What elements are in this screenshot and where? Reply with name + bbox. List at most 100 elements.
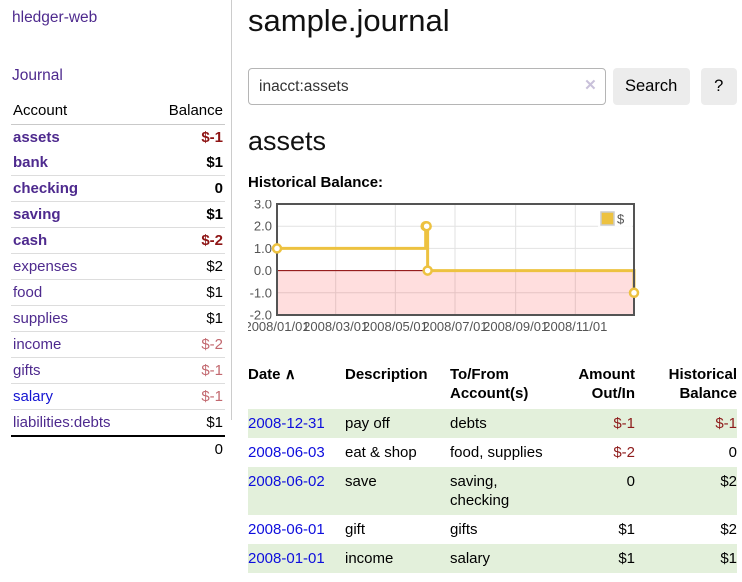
account-balance: $-2 bbox=[147, 227, 225, 254]
register-rows: 2008-12-31 pay off debts $-1 $-1 2008-06-03 ea… bbox=[248, 409, 737, 573]
y-tick-label: 2.0 bbox=[254, 219, 272, 234]
sidebar-account-link[interactable]: food bbox=[13, 284, 43, 301]
transaction-row: 2008-06-03 eat & shop food, supplies $-2 0 bbox=[248, 438, 737, 467]
register-header-row: Date ∧ Description To/From Account(s) Am… bbox=[248, 363, 737, 409]
account-title: assets bbox=[248, 126, 327, 156]
sidebar-account-link[interactable]: assets bbox=[13, 129, 60, 146]
sidebar-account-row: income $-2 bbox=[11, 331, 225, 358]
sidebar-account-link[interactable]: cash bbox=[13, 232, 48, 249]
account-balance: $-2 bbox=[147, 331, 225, 358]
x-tick-label: 2008/01/01 bbox=[248, 319, 310, 334]
sidebar-account-row: salary $-1 bbox=[11, 383, 225, 410]
transaction-accounts: saving, checking bbox=[450, 473, 510, 509]
x-tick-label: 2008/05/01 bbox=[363, 319, 428, 334]
plot-border bbox=[276, 203, 635, 316]
page-title: sample.journal bbox=[248, 3, 450, 38]
sidebar-account-row: liabilities:debts $1 bbox=[11, 409, 225, 436]
header-accounts: To/From Account(s) bbox=[450, 366, 529, 402]
sidebar-account-link[interactable]: checking bbox=[13, 180, 79, 197]
historical-balance-chart: 3.0 2.0 1.0 0.0 -1.0 -2.0 2008/01/01 2008/03/01… bbox=[244, 197, 737, 351]
sidebar-account-link[interactable]: income bbox=[13, 336, 62, 353]
data-point-marker bbox=[271, 243, 283, 254]
transaction-date-link[interactable]: 2008-01-01 bbox=[248, 550, 325, 567]
sidebar: hledger-web Journal Account Balance asse… bbox=[0, 0, 231, 462]
sidebar-account-rows: assets $-1 bank $1 checking 0 saving $1 cash $-2 e… bbox=[11, 125, 225, 436]
transaction-description: eat & shop bbox=[345, 444, 417, 461]
balance-column-header: Balance bbox=[147, 99, 225, 125]
help-button[interactable]: ? bbox=[700, 68, 737, 105]
search-input[interactable] bbox=[248, 68, 606, 105]
y-tick-label: 1.0 bbox=[254, 241, 272, 256]
sidebar-account-link[interactable]: expenses bbox=[13, 258, 78, 275]
transaction-description: income bbox=[345, 550, 394, 567]
transaction-date-link[interactable]: 2008-06-01 bbox=[248, 521, 325, 538]
sidebar-account-link[interactable]: liabilities:debts bbox=[13, 414, 111, 431]
sidebar-account-row: assets $-1 bbox=[11, 125, 225, 151]
transaction-description: save bbox=[345, 473, 377, 490]
account-column-header: Account bbox=[11, 99, 148, 125]
sidebar-item-journal[interactable]: Journal bbox=[12, 67, 63, 84]
transaction-amount: $1 bbox=[618, 521, 635, 538]
app-title-link[interactable]: hledger-web bbox=[12, 9, 98, 26]
account-balance: $-1 bbox=[147, 357, 225, 384]
header-date[interactable]: Date ∧ bbox=[248, 366, 296, 383]
sidebar-account-link[interactable]: saving bbox=[13, 206, 61, 223]
data-point-marker bbox=[421, 220, 432, 232]
account-balance: 0 bbox=[147, 175, 225, 202]
transaction-accounts: gifts bbox=[450, 521, 478, 538]
y-tick-label: -1.0 bbox=[250, 285, 272, 300]
transaction-date-link[interactable]: 2008-06-03 bbox=[248, 444, 325, 461]
header-balance: Historical Balance bbox=[668, 366, 737, 402]
sidebar-account-link[interactable]: salary bbox=[13, 388, 54, 405]
header-description: Description bbox=[345, 366, 428, 383]
account-balance: $2 bbox=[147, 253, 225, 280]
y-tick-label: -2.0 bbox=[250, 308, 272, 323]
transaction-amount: $1 bbox=[618, 550, 635, 567]
chart-label: Historical Balance: bbox=[248, 174, 384, 191]
legend-label: $ bbox=[617, 212, 625, 227]
account-balance: $1 bbox=[147, 279, 225, 306]
legend-swatch bbox=[600, 211, 615, 226]
sidebar-account-row: saving $1 bbox=[11, 201, 225, 228]
transaction-balance: 0 bbox=[728, 444, 737, 461]
search-button[interactable]: Search bbox=[612, 68, 690, 105]
main-content: sample.journal ✕ Search ? assets Histori… bbox=[244, 0, 737, 573]
clear-search-icon[interactable]: ✕ bbox=[584, 77, 597, 94]
sort-asc-icon: ∧ bbox=[284, 366, 296, 383]
transaction-row: 2008-06-01 gift gifts $1 $2 bbox=[248, 515, 737, 544]
account-balance: $1 bbox=[206, 154, 223, 171]
x-tick-label: 2008/11/01 bbox=[543, 319, 607, 334]
header-amount: Amount Out/In bbox=[578, 366, 635, 402]
transaction-accounts: salary bbox=[450, 550, 491, 567]
sidebar-divider bbox=[231, 0, 232, 420]
transaction-row: 2008-01-01 income salary $1 $1 bbox=[248, 544, 737, 573]
sidebar-account-link[interactable]: supplies bbox=[13, 310, 69, 327]
x-tick-label: 2008/09/01 bbox=[483, 319, 548, 334]
transaction-date-link[interactable]: 2008-12-31 bbox=[248, 415, 325, 432]
account-balance: $1 bbox=[147, 409, 225, 436]
sidebar-account-link[interactable]: bank bbox=[13, 154, 49, 171]
account-balance: $1 bbox=[147, 305, 225, 332]
account-balance: $-1 bbox=[147, 383, 225, 410]
transaction-date-link[interactable]: 2008-06-02 bbox=[248, 473, 325, 490]
transaction-accounts: food, supplies bbox=[450, 444, 543, 461]
transaction-amount: $-2 bbox=[613, 444, 635, 461]
total-balance: 0 bbox=[147, 435, 225, 462]
y-tick-label: 0.0 bbox=[254, 263, 272, 278]
transaction-row: 2008-06-02 save saving, checking 0 $2 bbox=[248, 467, 737, 515]
accounts-table-header: Account Balance bbox=[11, 99, 225, 125]
transaction-amount: $-1 bbox=[613, 415, 635, 432]
search-form: ✕ Search ? bbox=[248, 68, 737, 105]
sidebar-account-row: food $1 bbox=[11, 279, 225, 306]
transaction-row: 2008-12-31 pay off debts $-1 $-1 bbox=[248, 409, 737, 438]
data-point-marker bbox=[422, 265, 433, 276]
sidebar-account-link[interactable]: gifts bbox=[13, 362, 41, 379]
transaction-description: pay off bbox=[345, 415, 390, 432]
transaction-balance: $2 bbox=[720, 521, 737, 538]
transaction-description: gift bbox=[345, 521, 366, 538]
transaction-balance: $-1 bbox=[715, 415, 737, 432]
register-table: Date ∧ Description To/From Account(s) Am… bbox=[248, 363, 737, 573]
transaction-amount: 0 bbox=[626, 473, 635, 490]
transaction-balance: $2 bbox=[720, 473, 737, 490]
negative-region bbox=[277, 270, 634, 315]
